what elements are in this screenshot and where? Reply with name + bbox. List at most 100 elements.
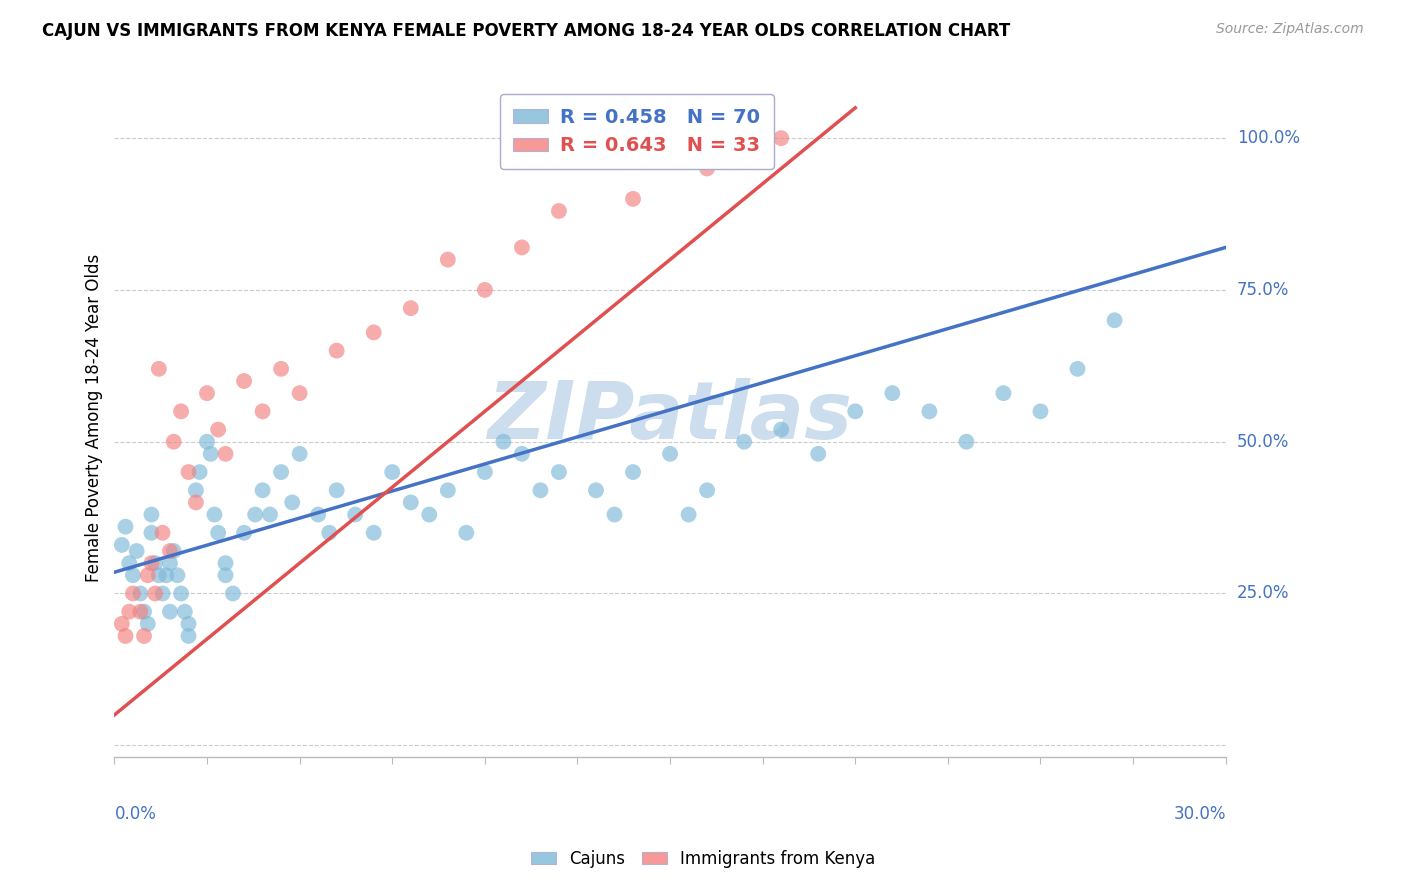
Point — [318, 525, 340, 540]
Point — [233, 525, 256, 540]
Point — [307, 508, 329, 522]
Text: 50.0%: 50.0% — [1237, 433, 1289, 450]
Point — [222, 586, 245, 600]
Point — [270, 362, 292, 376]
Point — [288, 386, 311, 401]
Point — [136, 616, 159, 631]
Legend: R = 0.458   N = 70, R = 0.643   N = 33: R = 0.458 N = 70, R = 0.643 N = 33 — [499, 94, 773, 169]
Point — [399, 301, 422, 315]
Point — [195, 386, 218, 401]
Point — [177, 629, 200, 643]
Point — [510, 447, 533, 461]
Point — [122, 586, 145, 600]
Point — [844, 404, 866, 418]
Point — [170, 404, 193, 418]
Point — [474, 465, 496, 479]
Text: 25.0%: 25.0% — [1237, 584, 1289, 602]
Point — [207, 525, 229, 540]
Point — [259, 508, 281, 522]
Point — [195, 434, 218, 449]
Point — [111, 616, 134, 631]
Point — [141, 525, 163, 540]
Point — [152, 586, 174, 600]
Point — [148, 568, 170, 582]
Point — [129, 605, 152, 619]
Point — [381, 465, 404, 479]
Point — [159, 605, 181, 619]
Point — [363, 326, 385, 340]
Point — [122, 568, 145, 582]
Text: 100.0%: 100.0% — [1237, 129, 1299, 147]
Point — [207, 423, 229, 437]
Point — [344, 508, 367, 522]
Point — [111, 538, 134, 552]
Point — [993, 386, 1015, 401]
Point — [621, 192, 644, 206]
Point — [363, 525, 385, 540]
Text: 75.0%: 75.0% — [1237, 281, 1289, 299]
Point — [281, 495, 304, 509]
Point — [918, 404, 941, 418]
Point — [188, 465, 211, 479]
Point — [243, 508, 266, 522]
Point — [733, 434, 755, 449]
Point — [204, 508, 226, 522]
Point — [399, 495, 422, 509]
Point — [325, 483, 347, 498]
Text: CAJUN VS IMMIGRANTS FROM KENYA FEMALE POVERTY AMONG 18-24 YEAR OLDS CORRELATION : CAJUN VS IMMIGRANTS FROM KENYA FEMALE PO… — [42, 22, 1011, 40]
Point — [159, 556, 181, 570]
Point — [510, 240, 533, 254]
Point — [170, 586, 193, 600]
Point — [132, 629, 155, 643]
Point — [659, 447, 682, 461]
Point — [184, 495, 207, 509]
Point — [143, 556, 166, 570]
Point — [136, 568, 159, 582]
Point — [436, 483, 458, 498]
Text: 0.0%: 0.0% — [114, 805, 156, 823]
Point — [155, 568, 177, 582]
Point — [955, 434, 977, 449]
Point — [125, 544, 148, 558]
Point — [1104, 313, 1126, 327]
Point — [177, 616, 200, 631]
Point — [770, 131, 793, 145]
Point — [152, 525, 174, 540]
Point — [148, 362, 170, 376]
Point — [252, 483, 274, 498]
Point — [807, 447, 830, 461]
Point — [143, 586, 166, 600]
Y-axis label: Female Poverty Among 18-24 Year Olds: Female Poverty Among 18-24 Year Olds — [86, 253, 103, 582]
Point — [252, 404, 274, 418]
Point — [548, 465, 571, 479]
Point — [141, 508, 163, 522]
Point — [163, 434, 186, 449]
Point — [200, 447, 222, 461]
Point — [159, 544, 181, 558]
Point — [436, 252, 458, 267]
Point — [214, 556, 236, 570]
Text: ZIPatlas: ZIPatlas — [488, 378, 852, 457]
Point — [696, 161, 718, 176]
Text: Source: ZipAtlas.com: Source: ZipAtlas.com — [1216, 22, 1364, 37]
Point — [184, 483, 207, 498]
Text: 30.0%: 30.0% — [1173, 805, 1226, 823]
Point — [1029, 404, 1052, 418]
Point — [132, 605, 155, 619]
Point — [173, 605, 195, 619]
Point — [882, 386, 904, 401]
Point — [585, 483, 607, 498]
Point — [770, 423, 793, 437]
Point — [696, 483, 718, 498]
Point — [325, 343, 347, 358]
Point — [678, 508, 700, 522]
Point — [548, 204, 571, 219]
Point — [163, 544, 186, 558]
Point — [492, 434, 515, 449]
Point — [621, 465, 644, 479]
Point — [233, 374, 256, 388]
Point — [474, 283, 496, 297]
Point — [214, 568, 236, 582]
Point — [270, 465, 292, 479]
Point — [141, 556, 163, 570]
